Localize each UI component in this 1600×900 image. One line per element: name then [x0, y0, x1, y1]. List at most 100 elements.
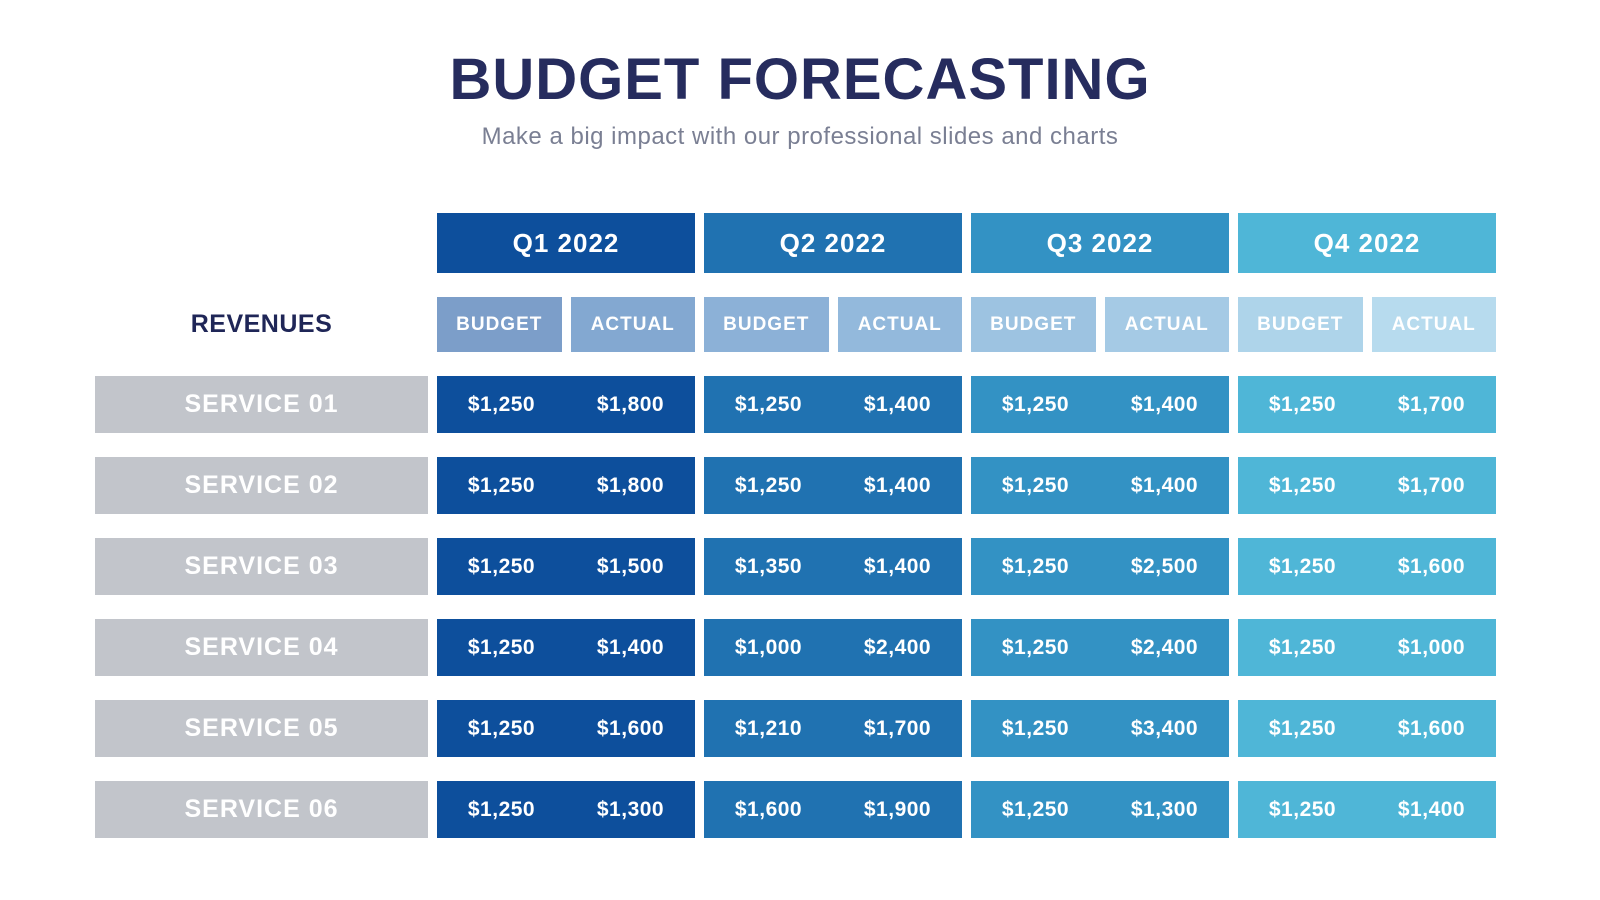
subheader-pair-q1: BUDGET ACTUAL — [437, 297, 695, 352]
budget-value: $1,250 — [1001, 473, 1070, 497]
table-cell: $1,250 $2,400 — [971, 619, 1229, 676]
table-cell: $1,250 $3,400 — [971, 700, 1229, 757]
budget-value: $1,250 — [734, 473, 803, 497]
actual-value: $2,500 — [1130, 554, 1199, 578]
table-cell: $1,250 $1,000 — [1238, 619, 1496, 676]
service-row-label: SERVICE 03 — [95, 538, 428, 595]
table-corner-spacer — [95, 213, 428, 273]
table-cell: $1,250 $1,400 — [971, 376, 1229, 433]
budget-value: $1,250 — [1001, 392, 1070, 416]
row-group-label: REVENUES — [190, 310, 333, 338]
actual-value: $1,700 — [863, 716, 932, 740]
actual-value: $2,400 — [863, 635, 932, 659]
actual-subheader: ACTUAL — [837, 297, 962, 352]
actual-value: $1,900 — [863, 797, 932, 821]
budget-value: $1,250 — [467, 797, 536, 821]
actual-value: $1,700 — [1397, 473, 1466, 497]
budget-table: Q1 2022 Q2 2022 Q3 2022 Q4 2022 REVENUES… — [95, 213, 1496, 838]
actual-value: $1,800 — [596, 473, 665, 497]
subheader-pair-q3: BUDGET ACTUAL — [971, 297, 1229, 352]
budget-value: $1,000 — [734, 635, 803, 659]
actual-value: $1,600 — [1397, 716, 1466, 740]
table-cell: $1,250 $1,300 — [971, 781, 1229, 838]
actual-value: $1,400 — [596, 635, 665, 659]
actual-value: $1,500 — [596, 554, 665, 578]
actual-subheader: ACTUAL — [1104, 297, 1229, 352]
actual-value: $1,400 — [1130, 392, 1199, 416]
service-row-label: SERVICE 05 — [95, 700, 428, 757]
budget-value: $1,210 — [734, 716, 803, 740]
subheader-pair-q4: BUDGET ACTUAL — [1238, 297, 1496, 352]
budget-value: $1,250 — [467, 392, 536, 416]
budget-value: $1,250 — [467, 716, 536, 740]
budget-value: $1,250 — [1001, 554, 1070, 578]
budget-value: $1,250 — [1268, 473, 1337, 497]
page-subtitle: Make a big impact with our professional … — [481, 122, 1119, 150]
table-cell: $1,250 $1,400 — [704, 457, 962, 514]
budget-value: $1,250 — [467, 554, 536, 578]
actual-value: $1,000 — [1397, 635, 1466, 659]
actual-value: $1,300 — [596, 797, 665, 821]
table-cell: $1,250 $1,700 — [1238, 457, 1496, 514]
budget-value: $1,350 — [734, 554, 803, 578]
table-cell: $1,250 $1,600 — [1238, 538, 1496, 595]
table-cell: $1,600 $1,900 — [704, 781, 962, 838]
budget-value: $1,250 — [734, 392, 803, 416]
table-cell: $1,350 $1,400 — [704, 538, 962, 595]
actual-value: $1,400 — [1130, 473, 1199, 497]
budget-value: $1,600 — [734, 797, 803, 821]
budget-subheader: BUDGET — [1238, 297, 1363, 352]
actual-value: $1,600 — [596, 716, 665, 740]
actual-value: $1,300 — [1130, 797, 1199, 821]
budget-value: $1,250 — [1001, 797, 1070, 821]
table-cell: $1,210 $1,700 — [704, 700, 962, 757]
table-cell: $1,250 $1,800 — [437, 457, 695, 514]
budget-value: $1,250 — [1268, 554, 1337, 578]
actual-value: $1,400 — [863, 392, 932, 416]
actual-value: $1,800 — [596, 392, 665, 416]
service-row-label: SERVICE 02 — [95, 457, 428, 514]
service-row-label: SERVICE 01 — [95, 376, 428, 433]
subheader-pair-q2: BUDGET ACTUAL — [704, 297, 962, 352]
table-cell: $1,250 $1,400 — [437, 619, 695, 676]
budget-value: $1,250 — [467, 635, 536, 659]
table-cell: $1,250 $1,600 — [437, 700, 695, 757]
actual-value: $1,400 — [863, 554, 932, 578]
actual-value: $2,400 — [1130, 635, 1199, 659]
budget-subheader: BUDGET — [437, 297, 562, 352]
budget-value: $1,250 — [1001, 635, 1070, 659]
actual-subheader: ACTUAL — [1371, 297, 1496, 352]
budget-value: $1,250 — [1268, 392, 1337, 416]
service-row-label: SERVICE 04 — [95, 619, 428, 676]
table-cell: $1,250 $1,400 — [704, 376, 962, 433]
quarter-header-q3: Q3 2022 — [971, 213, 1229, 273]
table-cell: $1,250 $1,300 — [437, 781, 695, 838]
table-cell: $1,250 $1,600 — [1238, 700, 1496, 757]
actual-value: $1,400 — [863, 473, 932, 497]
budget-subheader: BUDGET — [971, 297, 1096, 352]
slide-header: BUDGET FORECASTING Make a big impact wit… — [0, 47, 1600, 151]
quarter-header-q4: Q4 2022 — [1238, 213, 1496, 273]
actual-value: $1,600 — [1397, 554, 1466, 578]
budget-value: $1,250 — [1268, 797, 1337, 821]
table-cell: $1,250 $1,400 — [971, 457, 1229, 514]
service-row-label: SERVICE 06 — [95, 781, 428, 838]
budget-value: $1,250 — [1268, 716, 1337, 740]
table-cell: $1,250 $1,400 — [1238, 781, 1496, 838]
table-cell: $1,250 $1,800 — [437, 376, 695, 433]
table-cell: $1,250 $1,500 — [437, 538, 695, 595]
table-cell: $1,250 $2,500 — [971, 538, 1229, 595]
quarter-header-q1: Q1 2022 — [437, 213, 695, 273]
actual-value: $1,400 — [1397, 797, 1466, 821]
actual-value: $1,700 — [1397, 392, 1466, 416]
actual-subheader: ACTUAL — [570, 297, 695, 352]
page-title: BUDGET FORECASTING — [449, 47, 1151, 112]
quarter-header-q2: Q2 2022 — [704, 213, 962, 273]
budget-value: $1,250 — [467, 473, 536, 497]
table-cell: $1,250 $1,700 — [1238, 376, 1496, 433]
budget-value: $1,250 — [1268, 635, 1337, 659]
budget-value: $1,250 — [1001, 716, 1070, 740]
budget-subheader: BUDGET — [704, 297, 829, 352]
table-cell: $1,000 $2,400 — [704, 619, 962, 676]
actual-value: $3,400 — [1130, 716, 1199, 740]
